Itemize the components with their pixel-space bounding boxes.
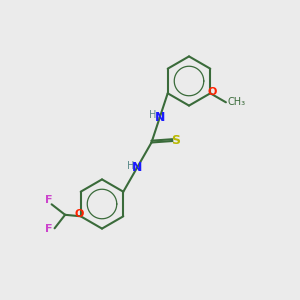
- Text: O: O: [207, 86, 217, 97]
- Text: H: H: [127, 160, 134, 171]
- Text: H: H: [149, 110, 157, 120]
- Text: N: N: [154, 111, 165, 124]
- Text: F: F: [45, 195, 52, 205]
- Text: S: S: [172, 134, 181, 148]
- Text: N: N: [132, 160, 142, 174]
- Text: O: O: [74, 209, 84, 219]
- Text: F: F: [45, 224, 52, 234]
- Text: CH₃: CH₃: [227, 97, 245, 107]
